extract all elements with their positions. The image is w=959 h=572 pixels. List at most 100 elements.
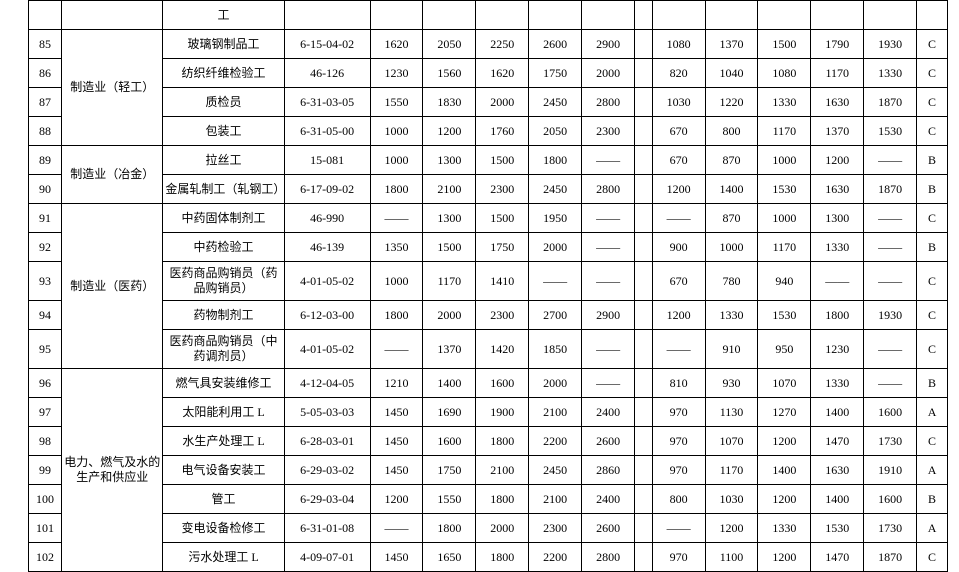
value-a-1: 1550 bbox=[423, 485, 476, 514]
value-b-3: 1400 bbox=[811, 485, 864, 514]
job-title: 包装工 bbox=[163, 117, 284, 146]
job-code: 46-990 bbox=[284, 204, 370, 233]
value-b-1: 1040 bbox=[705, 59, 758, 88]
value-b-1: 1130 bbox=[705, 398, 758, 427]
header-frag-cell bbox=[811, 1, 864, 30]
value-b-3: 1800 bbox=[811, 301, 864, 330]
value-b-0: 1200 bbox=[652, 175, 705, 204]
value-a-4: 2600 bbox=[582, 427, 635, 456]
value-a-0: 1450 bbox=[370, 543, 423, 572]
spacer-cell bbox=[635, 30, 653, 59]
job-title: 管工 bbox=[163, 485, 284, 514]
job-title: 纺织纤维检验工 bbox=[163, 59, 284, 88]
value-b-3: —— bbox=[811, 262, 864, 301]
value-b-4: 1870 bbox=[864, 175, 917, 204]
category-cell: 制造业（轻工） bbox=[62, 30, 163, 146]
value-a-0: —— bbox=[370, 330, 423, 369]
value-a-2: 1800 bbox=[476, 427, 529, 456]
value-b-0: 970 bbox=[652, 398, 705, 427]
value-b-1: 930 bbox=[705, 369, 758, 398]
header-frag-cell bbox=[705, 1, 758, 30]
value-a-1: 1690 bbox=[423, 398, 476, 427]
value-a-2: 1620 bbox=[476, 59, 529, 88]
value-b-1: 1330 bbox=[705, 301, 758, 330]
table-row: 102污水处理工 L4-09-07-0114501650180022002800… bbox=[29, 543, 948, 572]
row-number: 102 bbox=[29, 543, 62, 572]
table-row: 91制造业（医药）中药固体制剂工46-990——130015001950————… bbox=[29, 204, 948, 233]
value-b-1: 1370 bbox=[705, 30, 758, 59]
value-b-3: 1330 bbox=[811, 233, 864, 262]
table-row: 98水生产处理工 L6-28-03-0114501600180022002600… bbox=[29, 427, 948, 456]
value-b-4: 1870 bbox=[864, 88, 917, 117]
job-code: 15-081 bbox=[284, 146, 370, 175]
row-number: 89 bbox=[29, 146, 62, 175]
grade-cell: A bbox=[917, 456, 948, 485]
value-b-3: 1630 bbox=[811, 88, 864, 117]
table-row: 97太阳能利用工 L5-05-03-0314501690190021002400… bbox=[29, 398, 948, 427]
value-b-1: 1170 bbox=[705, 456, 758, 485]
value-a-2: 2100 bbox=[476, 456, 529, 485]
job-code: 6-15-04-02 bbox=[284, 30, 370, 59]
value-b-3: 1470 bbox=[811, 427, 864, 456]
grade-cell: B bbox=[917, 146, 948, 175]
row-number: 100 bbox=[29, 485, 62, 514]
value-a-4: 2800 bbox=[582, 175, 635, 204]
row-number: 98 bbox=[29, 427, 62, 456]
value-b-2: 1170 bbox=[758, 233, 811, 262]
value-b-3: 1200 bbox=[811, 146, 864, 175]
header-frag-cell bbox=[917, 1, 948, 30]
value-a-4: 2400 bbox=[582, 485, 635, 514]
spacer-cell bbox=[635, 88, 653, 117]
row-number: 95 bbox=[29, 330, 62, 369]
value-b-3: 1530 bbox=[811, 514, 864, 543]
value-b-2: 1530 bbox=[758, 175, 811, 204]
header-frag-job: 工 bbox=[163, 1, 284, 30]
grade-cell: C bbox=[917, 204, 948, 233]
value-b-2: 1330 bbox=[758, 514, 811, 543]
value-b-4: 1870 bbox=[864, 543, 917, 572]
table-row: 93医药商品购销员（药品购销员）4-01-05-02100011701410——… bbox=[29, 262, 948, 301]
spacer-cell bbox=[635, 514, 653, 543]
table-row: 92中药检验工46-1391350150017502000——900100011… bbox=[29, 233, 948, 262]
value-b-2: 1080 bbox=[758, 59, 811, 88]
value-a-0: 1450 bbox=[370, 456, 423, 485]
value-b-2: 1000 bbox=[758, 204, 811, 233]
value-a-4: 2400 bbox=[582, 398, 635, 427]
value-a-2: 1420 bbox=[476, 330, 529, 369]
job-code: 46-126 bbox=[284, 59, 370, 88]
value-a-3: 2450 bbox=[529, 88, 582, 117]
value-b-3: 1630 bbox=[811, 175, 864, 204]
value-a-0: 1800 bbox=[370, 175, 423, 204]
value-a-1: 1400 bbox=[423, 369, 476, 398]
grade-cell: C bbox=[917, 88, 948, 117]
value-b-3: 1470 bbox=[811, 543, 864, 572]
job-code: 46-139 bbox=[284, 233, 370, 262]
value-a-2: 2300 bbox=[476, 301, 529, 330]
job-code: 5-05-03-03 bbox=[284, 398, 370, 427]
header-frag-cell bbox=[370, 1, 423, 30]
row-number: 86 bbox=[29, 59, 62, 88]
value-a-0: 1800 bbox=[370, 301, 423, 330]
value-b-3: 1630 bbox=[811, 456, 864, 485]
value-b-2: 1200 bbox=[758, 543, 811, 572]
value-a-0: 1210 bbox=[370, 369, 423, 398]
value-b-1: 800 bbox=[705, 117, 758, 146]
value-a-2: 1800 bbox=[476, 543, 529, 572]
value-b-2: 1270 bbox=[758, 398, 811, 427]
value-a-4: 2860 bbox=[582, 456, 635, 485]
table-row: 96电力、燃气及水的生产和供应业燃气具安装维修工4-12-04-05121014… bbox=[29, 369, 948, 398]
value-a-0: 1200 bbox=[370, 485, 423, 514]
value-b-2: 1200 bbox=[758, 485, 811, 514]
job-code: 4-12-04-05 bbox=[284, 369, 370, 398]
spacer-cell bbox=[635, 262, 653, 301]
value-b-2: 1400 bbox=[758, 456, 811, 485]
value-b-4: 1730 bbox=[864, 427, 917, 456]
header-frag-category bbox=[62, 1, 163, 30]
spacer-cell bbox=[635, 543, 653, 572]
value-a-4: 2800 bbox=[582, 543, 635, 572]
value-a-1: 1200 bbox=[423, 117, 476, 146]
value-b-3: 1790 bbox=[811, 30, 864, 59]
value-b-2: 1200 bbox=[758, 427, 811, 456]
spacer-cell bbox=[635, 204, 653, 233]
job-title: 医药商品购销员（中药调剂员） bbox=[163, 330, 284, 369]
